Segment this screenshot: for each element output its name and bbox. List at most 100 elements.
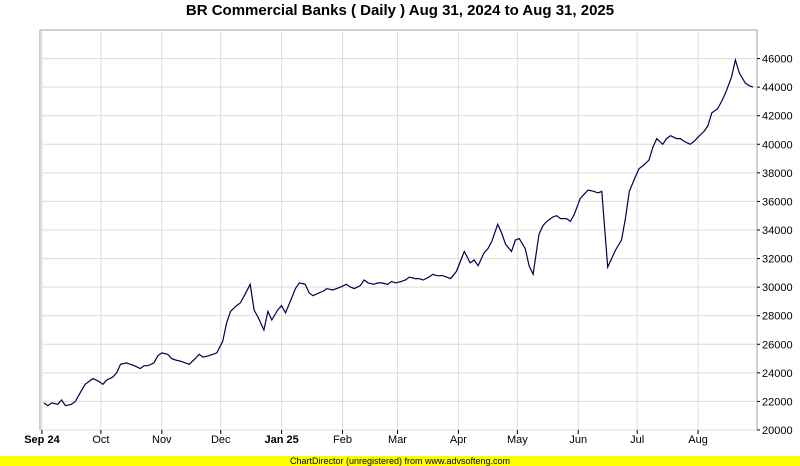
data-point (376, 281, 379, 284)
data-point (634, 176, 637, 179)
data-point (170, 357, 173, 360)
data-point (606, 266, 609, 269)
data-point (449, 277, 452, 280)
data-point (166, 353, 169, 356)
data-point (276, 309, 279, 312)
data-point (152, 361, 155, 364)
data-point (56, 403, 59, 406)
data-point (308, 291, 311, 294)
data-point (545, 220, 548, 223)
data-point (469, 261, 472, 264)
data-point (372, 283, 375, 286)
data-point (463, 250, 466, 253)
data-point (610, 257, 613, 260)
data-point (235, 304, 238, 307)
x-tick-label: Feb (333, 434, 352, 446)
data-point (477, 264, 480, 267)
data-point (555, 214, 558, 217)
x-tick-label: Aug (688, 434, 708, 446)
x-tick-label: Jul (630, 434, 644, 446)
data-point (744, 81, 747, 84)
data-point (661, 143, 664, 146)
data-point (734, 59, 737, 62)
x-tick-label: Oct (92, 434, 109, 446)
data-point (60, 399, 63, 402)
data-point (105, 379, 108, 382)
data-point (270, 319, 273, 322)
data-point (431, 273, 434, 276)
data-point (317, 291, 320, 294)
data-point (290, 297, 293, 300)
data-point (390, 280, 393, 283)
data-point (679, 137, 682, 140)
data-point (400, 280, 403, 283)
data-point (648, 159, 651, 162)
data-point (593, 190, 596, 193)
data-point (215, 351, 218, 354)
data-point (693, 140, 696, 143)
data-point (249, 283, 252, 286)
data-point (367, 281, 370, 284)
data-point (64, 404, 67, 407)
data-point (445, 276, 448, 279)
data-point (125, 361, 128, 364)
data-point (655, 137, 658, 140)
y-tick-label: 22000 (762, 396, 793, 408)
data-point (225, 321, 228, 324)
y-tick-label: 44000 (762, 82, 793, 94)
data-point (473, 259, 476, 262)
data-point (74, 400, 77, 403)
data-point (514, 239, 517, 242)
data-point (624, 217, 627, 220)
data-point (587, 189, 590, 192)
y-tick-label: 26000 (762, 339, 793, 351)
x-tick-label: Nov (152, 434, 172, 446)
data-point (435, 274, 438, 277)
y-tick-label: 34000 (762, 225, 793, 237)
data-point (221, 340, 224, 343)
data-point (147, 364, 150, 367)
data-point (500, 231, 503, 234)
data-point (257, 316, 260, 319)
data-point (207, 354, 210, 357)
data-point (97, 380, 100, 383)
data-point (194, 357, 197, 360)
data-point (638, 167, 641, 170)
data-point (111, 376, 114, 379)
data-point (88, 380, 91, 383)
data-point (335, 287, 338, 290)
data-point (724, 91, 727, 94)
y-tick-label: 38000 (762, 168, 793, 180)
data-point (180, 360, 183, 363)
data-point (359, 284, 362, 287)
data-point (518, 237, 521, 240)
data-point (42, 401, 45, 404)
data-point (573, 213, 576, 216)
data-point (408, 276, 411, 279)
data-point (202, 356, 205, 359)
data-point (669, 134, 672, 137)
data-point (143, 364, 146, 367)
x-tick-label: May (507, 434, 528, 446)
data-point (504, 243, 507, 246)
data-point (331, 289, 334, 292)
data-point (720, 100, 723, 103)
data-point (304, 283, 307, 286)
x-axis: Sep 24 Oct Nov Dec Jan 25 Feb Mar Apr May Jun Jul A… (24, 430, 708, 446)
y-tick-label: 36000 (762, 196, 793, 208)
data-point (294, 287, 297, 290)
data-point (349, 286, 352, 289)
data-point (380, 281, 383, 284)
data-point (414, 277, 417, 280)
data-point (551, 216, 554, 219)
data-point (243, 294, 246, 297)
data-point (459, 260, 462, 263)
data-point (716, 107, 719, 110)
data-point (752, 86, 755, 89)
data-point (339, 286, 342, 289)
data-point (404, 279, 407, 282)
y-axis: 20000 22000 24000 26000 28000 30000 32000 34000… (757, 54, 793, 437)
data-point (321, 290, 324, 293)
data-point (262, 329, 265, 332)
